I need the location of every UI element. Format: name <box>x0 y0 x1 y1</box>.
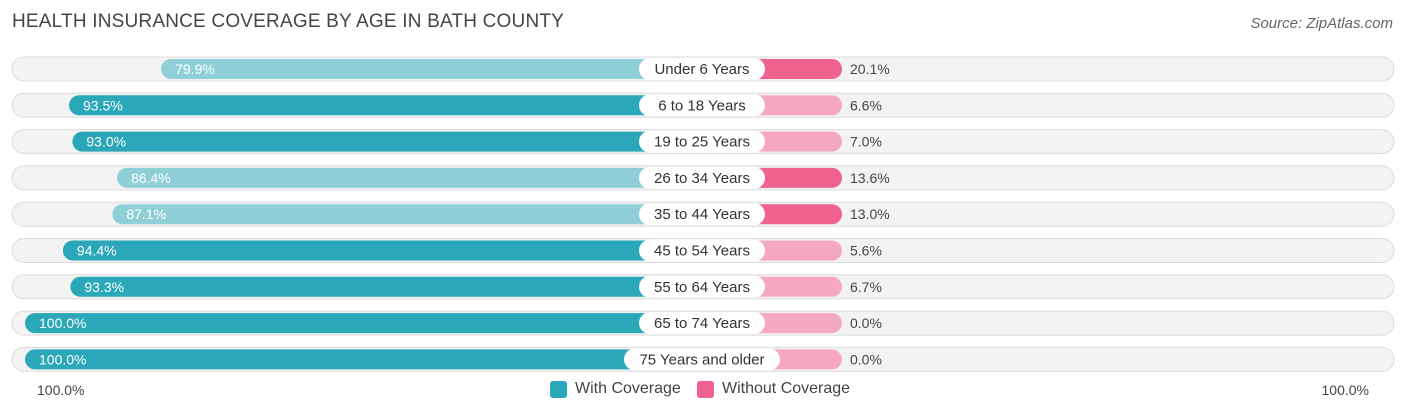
legend-label-without-coverage: Without Coverage <box>722 380 851 397</box>
value-label-with-coverage: 93.5% <box>83 97 123 113</box>
category-label: 6 to 18 Years <box>658 97 746 114</box>
category-pill <box>639 94 765 117</box>
category-pill <box>639 58 765 80</box>
category-pill <box>639 203 765 226</box>
category-label: 75 Years and older <box>639 351 764 368</box>
chart-title: HEALTH INSURANCE COVERAGE BY AGE IN BATH… <box>12 11 565 32</box>
bar-with-coverage <box>70 276 702 297</box>
category-label: 19 to 25 Years <box>654 134 750 151</box>
category-label: Under 6 Years <box>654 61 749 78</box>
source-note: Source: ZipAtlas.com <box>1250 15 1393 32</box>
bar-with-coverage <box>25 349 702 370</box>
value-label-with-coverage: 86.4% <box>131 170 171 186</box>
value-label-with-coverage: 100.0% <box>39 351 86 367</box>
legend-swatch-without-coverage <box>697 380 714 398</box>
bar-with-coverage <box>112 204 702 225</box>
value-label-without-coverage: 6.6% <box>850 97 882 113</box>
value-label-without-coverage: 0.0% <box>850 315 882 331</box>
value-label-without-coverage: 5.6% <box>850 243 882 259</box>
category-label: 26 to 34 Years <box>654 170 750 187</box>
bar-with-coverage <box>62 240 703 261</box>
value-label-without-coverage: 13.6% <box>850 170 890 186</box>
value-label-with-coverage: 87.1% <box>126 206 166 222</box>
value-label-without-coverage: 6.7% <box>850 279 882 295</box>
category-label: 65 to 74 Years <box>654 315 750 332</box>
legend-item-without-coverage: Without Coverage <box>697 380 850 398</box>
axis-left-label: 100.0% <box>37 382 85 398</box>
value-label-without-coverage: 0.0% <box>850 351 882 367</box>
category-pill <box>639 312 765 335</box>
value-label-without-coverage: 13.0% <box>850 206 890 222</box>
category-pill <box>624 348 780 371</box>
bar-with-coverage <box>72 131 702 152</box>
chart-plot: 79.9% 20.1% Under 6 Years 93.5% 6.6% 6 to 18 … <box>11 56 1395 372</box>
legend: 100.0% With Coverage Without Coverage 10… <box>0 377 1406 401</box>
category-label: 35 to 44 Years <box>654 206 750 223</box>
category-pill <box>639 130 765 153</box>
value-label-with-coverage: 94.4% <box>77 243 117 259</box>
legend-label-with-coverage: With Coverage <box>575 380 681 397</box>
value-label-without-coverage: 7.0% <box>850 134 882 150</box>
category-pill <box>639 275 765 298</box>
value-label-with-coverage: 93.3% <box>84 279 124 295</box>
axis-right-label: 100.0% <box>1321 382 1369 398</box>
category-label: 55 to 64 Years <box>654 279 750 296</box>
legend-item-with-coverage: With Coverage <box>550 380 681 398</box>
bar-with-coverage <box>117 167 702 188</box>
value-label-with-coverage: 100.0% <box>39 315 86 331</box>
bar-with-coverage <box>69 95 702 116</box>
value-label-with-coverage: 79.9% <box>175 61 215 77</box>
bar-with-coverage <box>161 59 702 79</box>
category-pill <box>639 166 765 189</box>
value-label-with-coverage: 93.0% <box>86 134 126 150</box>
category-pill <box>639 239 765 262</box>
bar-with-coverage <box>25 313 702 334</box>
legend-swatch-with-coverage <box>550 380 567 398</box>
category-label: 45 to 54 Years <box>654 243 750 260</box>
value-label-without-coverage: 20.1% <box>850 61 890 77</box>
